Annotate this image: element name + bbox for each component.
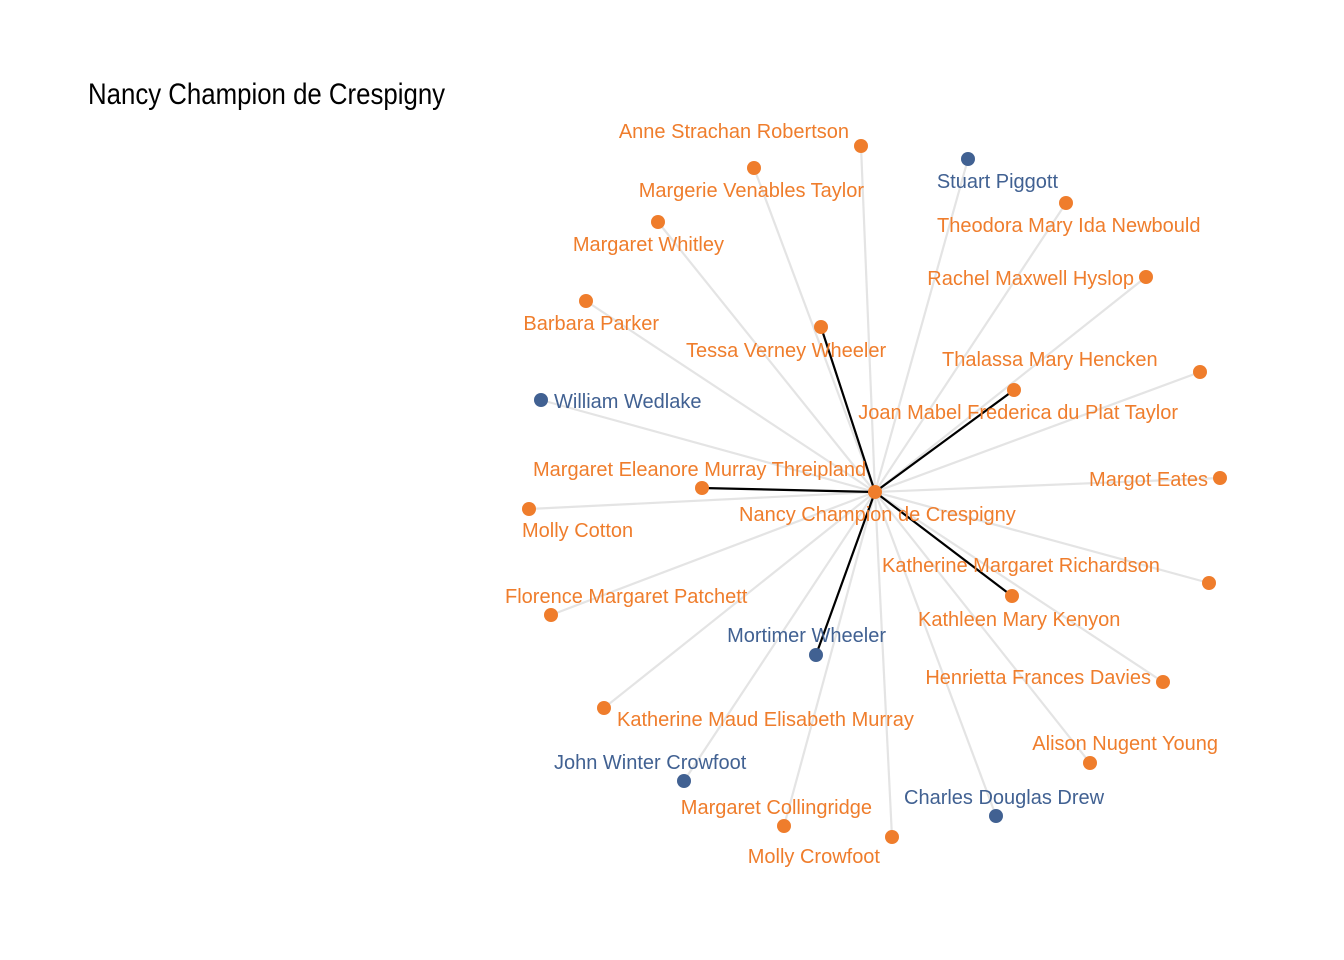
node-joan-mabel-frederica-du-plat-taylor [1193, 365, 1207, 379]
edge-florence-margaret-patchett [550, 490, 876, 617]
node-margaret-eleanore-murray-threipland [695, 481, 709, 495]
node-label-tessa-verney-wheeler: Tessa Verney Wheeler [686, 340, 886, 362]
node-label-mortimer-wheeler: Mortimer Wheeler [727, 625, 886, 647]
edge-alison-nugent-young [874, 491, 1091, 764]
node-charles-douglas-drew [989, 809, 1003, 823]
edge-anne-strachan-robertson [859, 145, 877, 493]
node-margaret-collingridge [777, 819, 791, 833]
nodes-layer [522, 139, 1227, 844]
node-stuart-piggott [961, 152, 975, 166]
node-label-anne-strachan-robertson: Anne Strachan Robertson [619, 121, 849, 143]
edge-margerie-venables-taylor [752, 167, 877, 493]
edge-theodora-mary-ida-newbould [874, 202, 1067, 493]
node-katherine-maud-elisabeth-murray [597, 701, 611, 715]
node-label-thalassa-mary-hencken: Thalassa Mary Hencken [942, 349, 1158, 371]
edge-kathleen-mary-kenyon [874, 491, 1013, 597]
edge-molly-cotton [528, 490, 876, 511]
node-label-molly-cotton: Molly Cotton [522, 520, 633, 542]
node-alison-nugent-young [1083, 756, 1097, 770]
node-label-florence-margaret-patchett: Florence Margaret Patchett [505, 586, 748, 608]
node-label-joan-mabel-frederica-du-plat-taylor: Joan Mabel Frederica du Plat Taylor [858, 402, 1178, 424]
node-tessa-verney-wheeler [814, 320, 828, 334]
edge-stuart-piggott [873, 158, 970, 493]
node-william-wedlake [534, 393, 548, 407]
node-label-barbara-parker: Barbara Parker [523, 313, 659, 335]
node-nancy-champion-de-crespigny [868, 485, 882, 499]
node-thalassa-mary-hencken [1007, 383, 1021, 397]
labels-layer: Nancy Champion de Crespigny Anne Strachan… [505, 121, 1218, 868]
edge-katherine-margaret-richardson [874, 490, 1210, 585]
node-florence-margaret-patchett [544, 608, 558, 622]
diagram-title: Nancy Champion de Crespigny [88, 78, 446, 111]
node-kathleen-mary-kenyon [1005, 589, 1019, 603]
edge-barbara-parker [585, 300, 876, 493]
edge-margaret-eleanore-murray-threipland [701, 486, 876, 494]
node-john-winter-crowfoot [677, 774, 691, 788]
edge-joan-mabel-frederica-du-plat-taylor [874, 370, 1201, 494]
node-label-margot-eates: Margot Eates [1089, 469, 1208, 491]
node-barbara-parker [579, 294, 593, 308]
node-label-margaret-eleanore-murray-threipland: Margaret Eleanore Murray Threipland [533, 459, 866, 481]
node-label-henrietta-frances-davies: Henrietta Frances Davies [925, 667, 1151, 689]
edge-charles-douglas-drew [873, 491, 998, 817]
edge-katherine-maud-elisabeth-murray [603, 491, 876, 709]
edge-henrietta-frances-davies [874, 491, 1164, 683]
edge-thalassa-mary-hencken [874, 389, 1015, 493]
node-label-margaret-whitley: Margaret Whitley [573, 234, 724, 256]
node-label-margaret-collingridge: Margaret Collingridge [681, 797, 872, 819]
edge-mortimer-wheeler [814, 491, 877, 656]
node-label-katherine-maud-elisabeth-murray: Katherine Maud Elisabeth Murray [617, 709, 914, 731]
node-anne-strachan-robertson [854, 139, 868, 153]
edge-william-wedlake [540, 398, 876, 494]
node-label-theodora-mary-ida-newbould: Theodora Mary Ida Newbould [937, 215, 1200, 237]
node-label-margerie-venables-taylor: Margerie Venables Taylor [639, 180, 865, 202]
node-label-katherine-margaret-richardson: Katherine Margaret Richardson [882, 555, 1160, 577]
node-label-rachel-maxwell-hyslop: Rachel Maxwell Hyslop [927, 268, 1134, 290]
node-label-stuart-piggott: Stuart Piggott [937, 171, 1059, 193]
node-label-william-wedlake: William Wedlake [554, 391, 701, 413]
node-mortimer-wheeler [809, 648, 823, 662]
node-molly-crowfoot [885, 830, 899, 844]
edge-john-winter-crowfoot [683, 491, 876, 782]
node-margaret-whitley [651, 215, 665, 229]
node-theodora-mary-ida-newbould [1059, 196, 1073, 210]
node-label-alison-nugent-young: Alison Nugent Young [1032, 733, 1218, 755]
node-label-john-winter-crowfoot: John Winter Crowfoot [554, 752, 747, 774]
node-rachel-maxwell-hyslop [1139, 270, 1153, 284]
node-katherine-margaret-richardson [1202, 576, 1216, 590]
edge-tessa-verney-wheeler [819, 326, 877, 493]
node-margerie-venables-taylor [747, 161, 761, 175]
node-label-charles-douglas-drew: Charles Douglas Drew [904, 787, 1105, 809]
node-label-nancy-champion-de-crespigny: Nancy Champion de Crespigny [739, 504, 1016, 526]
edges-layer [528, 145, 1221, 838]
node-henrietta-frances-davies [1156, 675, 1170, 689]
edge-molly-crowfoot [873, 491, 894, 838]
node-margot-eates [1213, 471, 1227, 485]
node-molly-cotton [522, 502, 536, 516]
edge-margaret-whitley [657, 221, 876, 493]
node-label-kathleen-mary-kenyon: Kathleen Mary Kenyon [918, 609, 1120, 631]
node-label-molly-crowfoot: Molly Crowfoot [748, 846, 881, 868]
edge-margot-eates [874, 476, 1221, 494]
edge-margaret-collingridge [782, 491, 877, 827]
